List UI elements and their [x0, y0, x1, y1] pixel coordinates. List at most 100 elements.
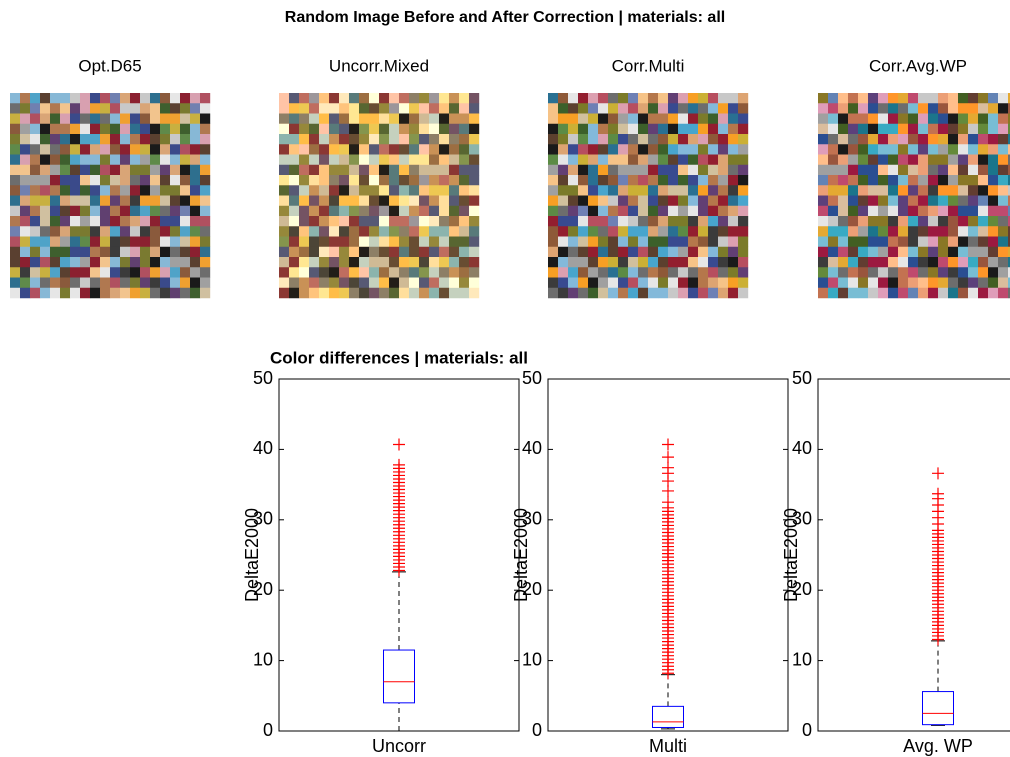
pixel	[888, 196, 898, 207]
pixel	[648, 93, 658, 104]
pixel	[698, 247, 708, 258]
pixel	[309, 216, 319, 227]
pixel	[738, 134, 748, 145]
pixel	[349, 257, 359, 268]
pixel	[419, 196, 429, 207]
pixel	[638, 155, 648, 166]
pixel	[918, 288, 928, 299]
pixel	[558, 124, 568, 135]
pixel	[40, 267, 50, 278]
pixel	[678, 206, 688, 217]
pixel	[60, 288, 70, 299]
pixel	[100, 206, 110, 217]
pixel	[548, 103, 558, 114]
pixel	[618, 134, 628, 145]
pixel	[998, 134, 1008, 145]
pixel	[578, 247, 588, 258]
pixel	[888, 93, 898, 104]
pixel	[578, 216, 588, 227]
pixel	[469, 206, 479, 217]
pixel	[928, 175, 938, 186]
pixel	[120, 144, 130, 155]
pixel	[309, 267, 319, 278]
pixel	[638, 134, 648, 145]
pixel	[429, 267, 439, 278]
pixel	[888, 237, 898, 248]
pixel	[978, 165, 988, 176]
pixel	[90, 216, 100, 227]
pixel	[50, 247, 60, 258]
pixel	[548, 267, 558, 278]
pixel	[598, 185, 608, 196]
pixel	[379, 155, 389, 166]
pixel	[558, 288, 568, 299]
chart-title: Color differences | materials: all	[270, 348, 528, 367]
pixel	[908, 114, 918, 125]
pixel	[548, 144, 558, 155]
pixel	[20, 288, 30, 299]
pixel	[339, 185, 349, 196]
pixel	[279, 103, 289, 114]
pixel	[988, 134, 998, 145]
pixel	[988, 226, 998, 237]
pixel	[170, 134, 180, 145]
pixel	[100, 226, 110, 237]
pixel	[200, 165, 210, 176]
pixel	[928, 155, 938, 166]
pixel	[70, 206, 80, 217]
pixel	[439, 134, 449, 145]
pixel	[868, 226, 878, 237]
pixel	[968, 247, 978, 258]
pixel	[838, 103, 848, 114]
pixel	[359, 155, 369, 166]
pixel	[908, 124, 918, 135]
pixel	[728, 237, 738, 248]
pixel	[80, 237, 90, 248]
pixel	[409, 237, 419, 248]
y-tick-label: 40	[792, 438, 812, 458]
pixel	[399, 134, 409, 145]
pixel	[658, 278, 668, 289]
pixel	[459, 175, 469, 186]
pixel	[140, 103, 150, 114]
pixel	[618, 288, 628, 299]
pixel	[339, 196, 349, 207]
pixel	[718, 257, 728, 268]
pixel	[439, 155, 449, 166]
pixel	[998, 247, 1008, 258]
pixel	[598, 206, 608, 217]
pixel	[918, 226, 928, 237]
pixel	[688, 247, 698, 258]
pixel	[120, 103, 130, 114]
pixel	[818, 124, 828, 135]
pixel	[668, 247, 678, 258]
pixel	[190, 288, 200, 299]
pixel	[588, 267, 598, 278]
pixel	[90, 103, 100, 114]
pixel	[160, 257, 170, 268]
pixel	[419, 206, 429, 217]
pixel	[608, 185, 618, 196]
pixel	[200, 278, 210, 289]
pixel	[140, 288, 150, 299]
pixel	[698, 185, 708, 196]
pixel	[718, 93, 728, 104]
pixel	[349, 124, 359, 135]
pixel	[120, 175, 130, 186]
pixel	[868, 216, 878, 227]
pixel	[888, 257, 898, 268]
pixel	[578, 144, 588, 155]
pixel	[558, 196, 568, 207]
pixel	[858, 155, 868, 166]
pixel	[698, 267, 708, 278]
pixel	[349, 134, 359, 145]
pixel	[948, 247, 958, 258]
pixel	[170, 155, 180, 166]
pixel	[968, 124, 978, 135]
pixel	[299, 124, 309, 135]
pixel	[818, 247, 828, 258]
pixel	[60, 257, 70, 268]
pixel	[299, 144, 309, 155]
pixel	[928, 196, 938, 207]
pixel	[948, 257, 958, 268]
